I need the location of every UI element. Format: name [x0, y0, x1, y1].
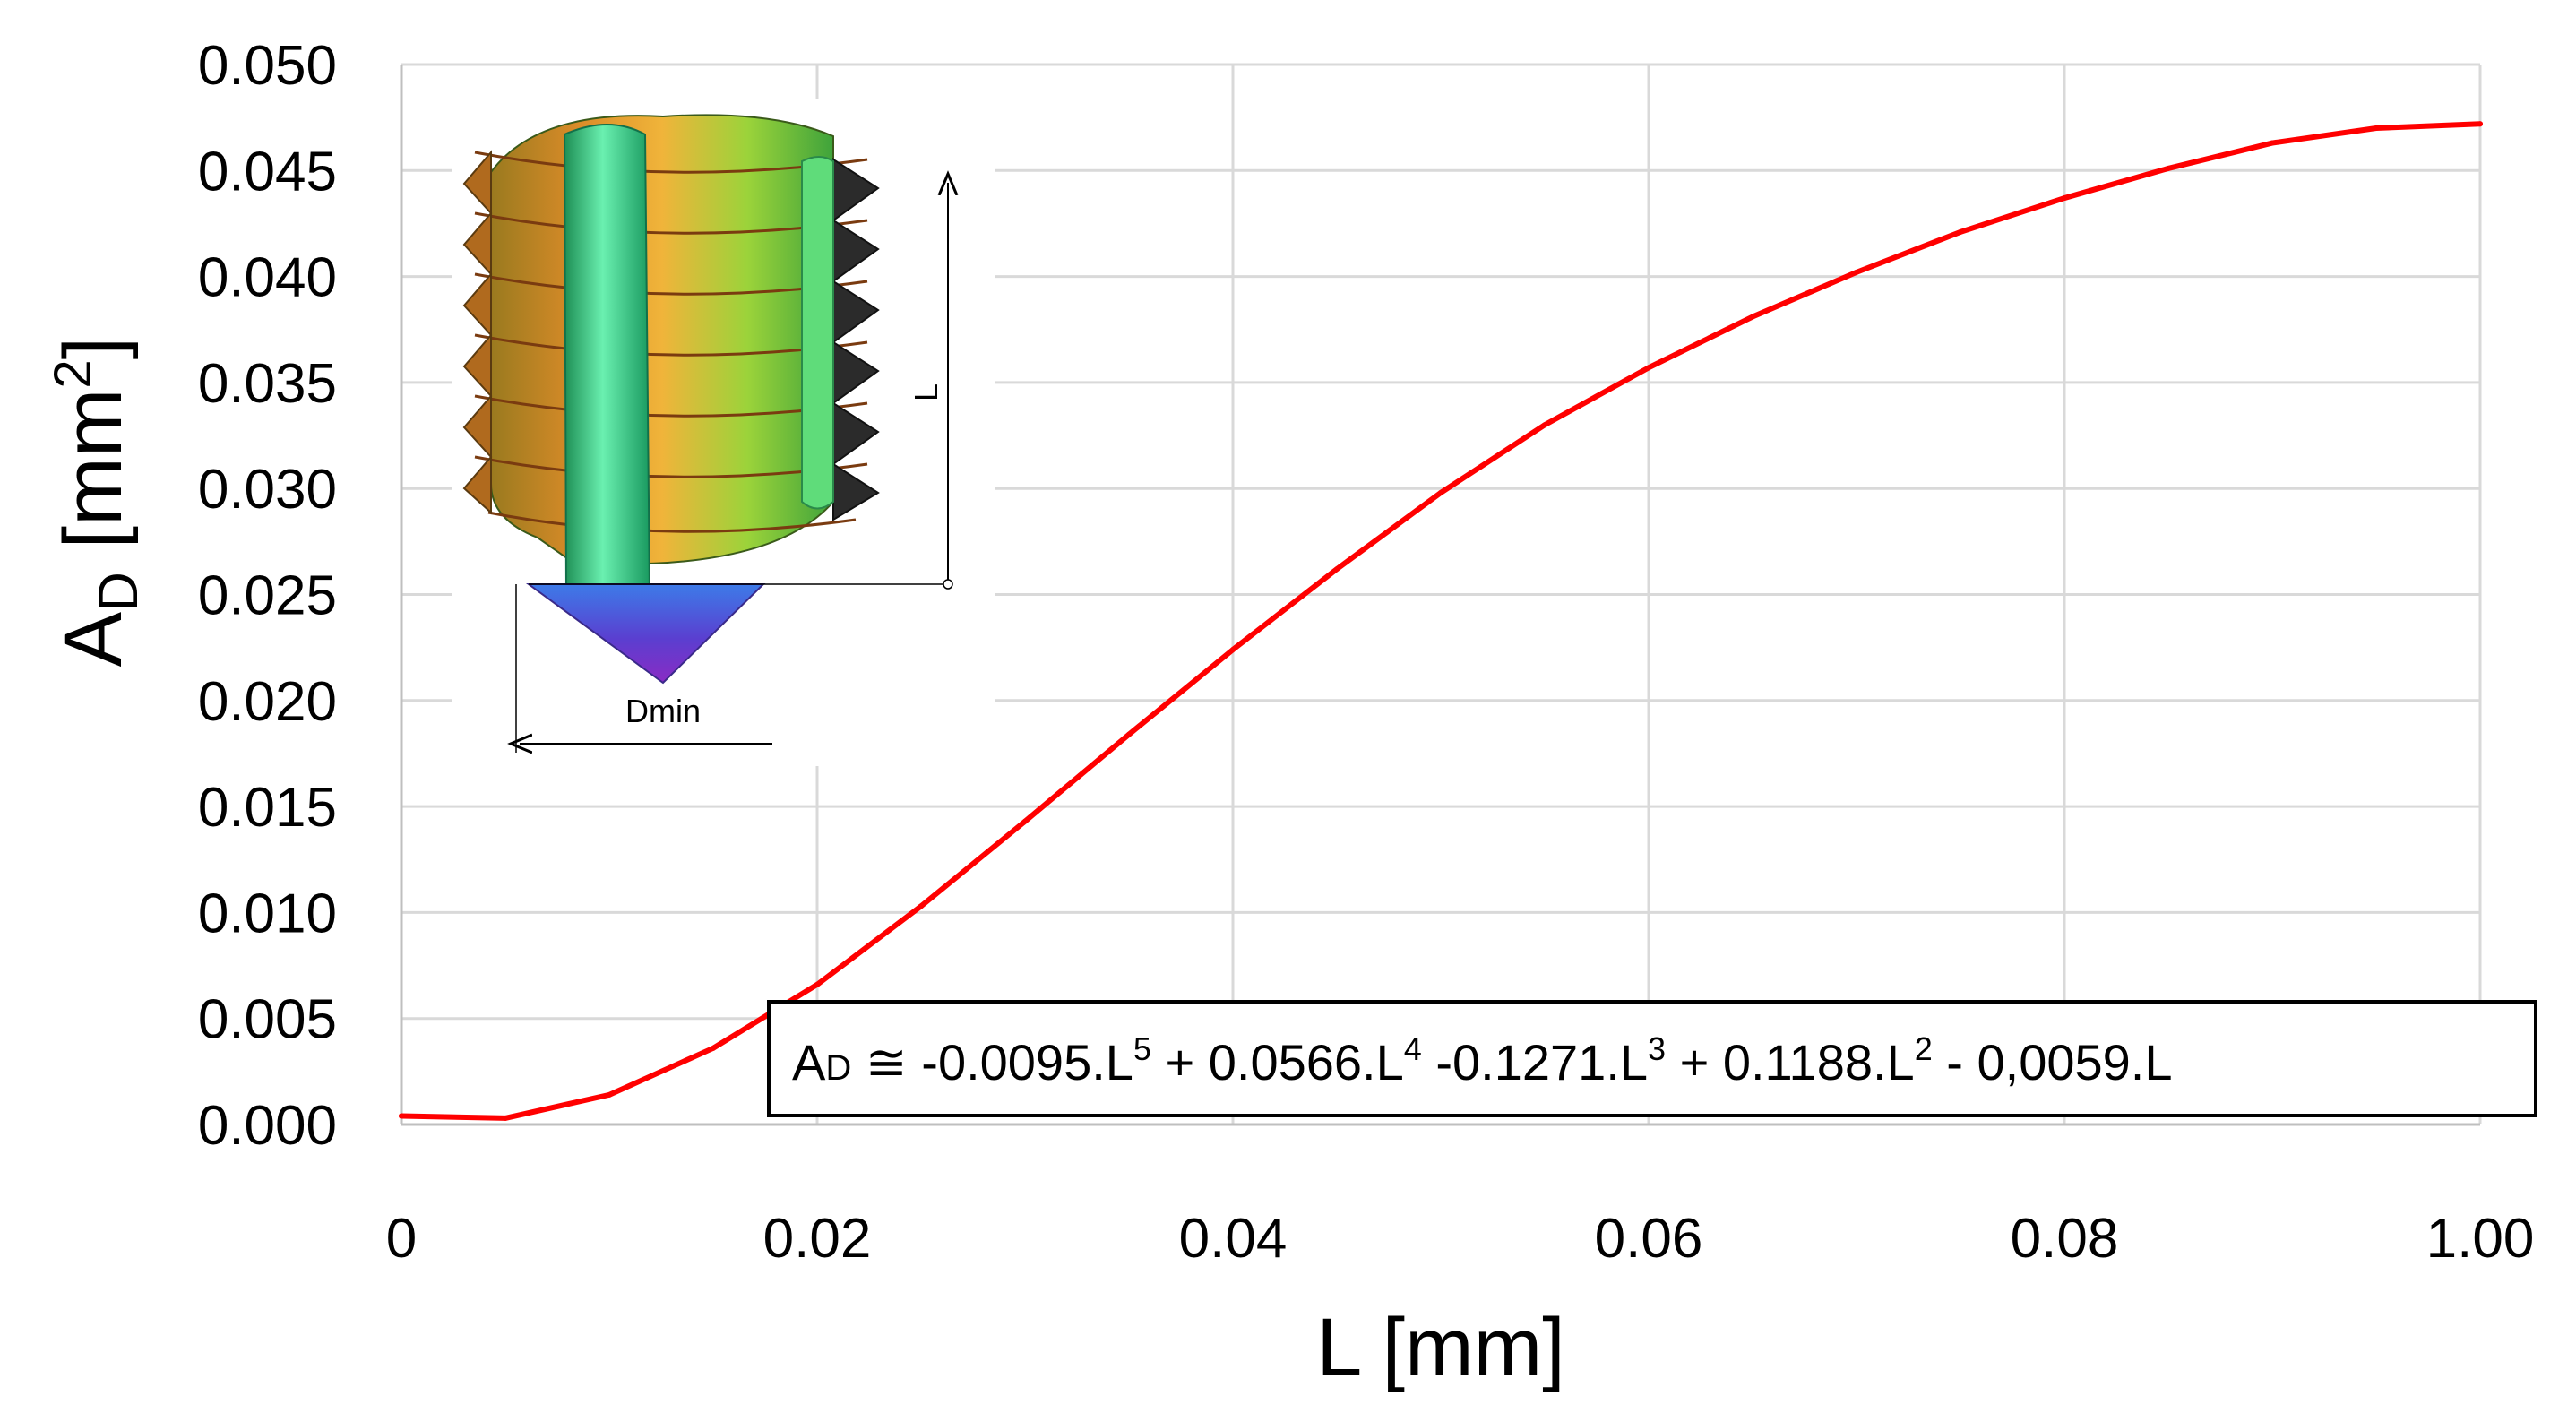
equation-term-4: + 0.1188.L: [1666, 1034, 1915, 1090]
x-tick-label: 0.06: [1595, 1208, 1703, 1270]
equation-term-5: - 0,0059.L: [1933, 1034, 2173, 1090]
x-tick-label: 0.08: [2011, 1208, 2119, 1270]
thread-crest: [487, 511, 857, 533]
y-axis-symbol-sub: D: [88, 572, 150, 612]
data-point: [607, 1091, 612, 1098]
y-axis-unit-close: ]: [47, 337, 139, 360]
equation-term-2-exponent: 4: [1404, 1030, 1422, 1067]
equation-term-1-exponent: 5: [1133, 1030, 1151, 1067]
y-tick-label: 0.035: [198, 353, 337, 415]
x-tick-label: 0: [386, 1208, 417, 1270]
dimension-endpoint: [943, 579, 953, 590]
equation-term-4-exponent: 2: [1915, 1030, 1933, 1067]
y-tick-label: 0.050: [198, 35, 337, 97]
y-tick-label: 0.005: [198, 989, 337, 1051]
data-point: [1022, 818, 1028, 824]
data-point: [1542, 422, 1547, 428]
data-point: [1230, 647, 1236, 653]
x-tick-label: 1.00: [2426, 1208, 2535, 1270]
x-tick-label: 0.04: [1179, 1208, 1288, 1270]
data-point: [2477, 121, 2483, 127]
data-point: [1958, 228, 1963, 235]
diameter-label: Dmin: [625, 693, 701, 729]
data-point: [2374, 125, 2379, 131]
y-tick-label: 0.010: [198, 883, 337, 944]
y-axis-unit-exponent: 2: [44, 359, 102, 388]
inset-thread-figure: L Dmin: [452, 99, 995, 766]
data-point: [1854, 269, 1859, 275]
equation-text: AD ≅ -0.0095.L5 + 0.0566.L4 -0.1271.L3 +…: [792, 1030, 2172, 1090]
x-tick-label: 0.02: [763, 1208, 872, 1270]
y-tick-labels: 0.000 0.005 0.010 0.015 0.020 0.025 0.030 0.035…: [198, 35, 337, 1157]
y-tick-label: 0.045: [198, 141, 337, 202]
equation-annotation: AD ≅ -0.0095.L5 + 0.0566.L4 -0.1271.L3 +…: [767, 1000, 2537, 1117]
equation-term-2: + 0.0566.L: [1151, 1034, 1404, 1090]
y-tick-label: 0.025: [198, 565, 337, 627]
data-point: [503, 1115, 508, 1121]
y-axis-unit: [mm: [47, 389, 139, 572]
y-axis-title: AD [mm2]: [44, 337, 150, 667]
x-tick-labels: 0 0.02 0.04 0.06 0.08 1.00: [386, 1208, 2535, 1270]
y-tick-label: 0.040: [198, 247, 337, 309]
data-point: [711, 1045, 716, 1051]
data-point: [399, 1113, 404, 1119]
equation-term-3: -0.1271.L: [1422, 1034, 1648, 1090]
data-point: [2062, 195, 2067, 202]
equation-box: [767, 1000, 2537, 1117]
thread-teeth-right: [831, 158, 880, 521]
data-point: [1334, 566, 1340, 573]
data-point: [2270, 140, 2275, 146]
equation-symbol-sub: D: [825, 1048, 851, 1088]
thread-body: [490, 114, 834, 565]
side-flute: [801, 156, 834, 510]
y-tick-label: 0.020: [198, 671, 337, 733]
y-axis-symbol: A: [47, 611, 139, 667]
data-point: [814, 981, 820, 987]
equation-term-1: ≅ -0.0095.L: [851, 1034, 1133, 1090]
flute-groove: [563, 124, 651, 601]
equation-symbol: A: [792, 1034, 826, 1090]
data-point: [1750, 314, 1755, 320]
data-point: [2166, 165, 2171, 171]
equation-term-3-exponent: 3: [1648, 1030, 1666, 1067]
x-axis-title: L [mm]: [1316, 1302, 1565, 1393]
length-label: L: [908, 383, 944, 401]
data-point: [1126, 731, 1132, 737]
series-points: [399, 121, 2483, 1121]
y-tick-label: 0.000: [198, 1095, 337, 1157]
y-tick-label: 0.015: [198, 777, 337, 839]
y-tick-label: 0.030: [198, 459, 337, 521]
thread-teeth-left: [462, 150, 493, 515]
data-point: [1646, 365, 1651, 371]
axes: [400, 65, 2480, 1126]
data-point: [918, 903, 924, 909]
data-point: [1438, 489, 1443, 495]
